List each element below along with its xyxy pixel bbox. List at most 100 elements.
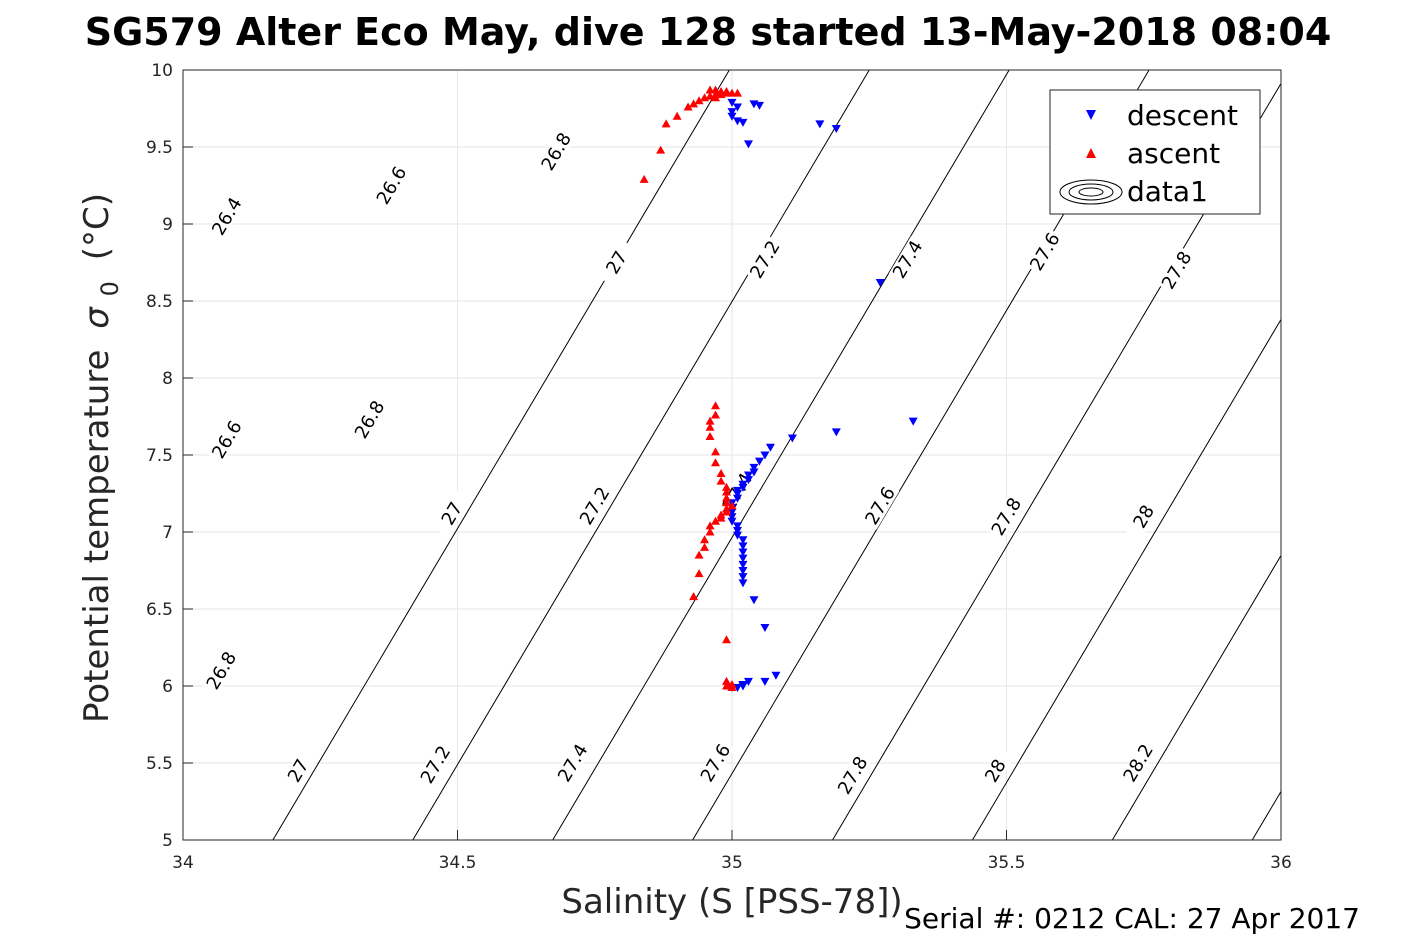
descent-point bbox=[875, 279, 885, 288]
descent-point bbox=[754, 101, 764, 110]
contour-label-background bbox=[861, 482, 900, 530]
ascent-point bbox=[722, 681, 732, 690]
y-tick-label: 9 bbox=[162, 215, 173, 235]
isopycnal-line bbox=[552, 69, 1010, 841]
svg-text:Potential temperature σ: Potential temperature σ 0 (°C) bbox=[77, 193, 127, 723]
descent-point bbox=[749, 596, 759, 605]
y-tick-label: 6 bbox=[162, 677, 173, 697]
descent-point bbox=[738, 554, 748, 563]
contour-label-background bbox=[1124, 493, 1163, 541]
axis-ticks: 34 34.5 35 35.5 36 5 5.5 6 6.5 7 7.5 8 8.5 9 9.5 10 bbox=[146, 61, 1292, 873]
y-tick-label: 8 bbox=[162, 369, 173, 389]
descent-point bbox=[760, 451, 770, 460]
ascent-point bbox=[732, 88, 742, 97]
y-axis-label-symbol: σ bbox=[77, 306, 117, 329]
contour-label-background bbox=[833, 751, 872, 799]
descent-point bbox=[743, 677, 753, 686]
contour-label-background bbox=[416, 741, 455, 789]
ascent-point bbox=[705, 432, 715, 441]
descent-point bbox=[760, 623, 770, 632]
ascent-point bbox=[722, 482, 732, 491]
data-markers bbox=[639, 85, 918, 693]
contour-label-background bbox=[202, 647, 241, 695]
descent-point bbox=[732, 531, 742, 540]
contour-label-background bbox=[597, 238, 636, 287]
x-tick-label: 35.5 bbox=[988, 853, 1026, 873]
ascent-point bbox=[722, 493, 732, 502]
ascent-point bbox=[716, 468, 726, 477]
contour-label-background bbox=[987, 493, 1026, 541]
contour-label-background bbox=[279, 747, 318, 795]
x-tick-label: 34.5 bbox=[439, 853, 477, 873]
ascent-point bbox=[722, 498, 732, 507]
x-tick-label: 36 bbox=[1270, 853, 1292, 873]
descent-point bbox=[738, 536, 748, 545]
serial-calibration-note: Serial #: 0212 CAL: 27 Apr 2017 bbox=[904, 902, 1360, 935]
contour-label-background bbox=[976, 747, 1015, 795]
descent-point bbox=[787, 434, 797, 443]
ascent-point bbox=[639, 174, 649, 183]
descent-point bbox=[765, 443, 775, 452]
ascent-point bbox=[672, 111, 682, 120]
ascent-point bbox=[716, 90, 726, 99]
ascent-point bbox=[716, 476, 726, 485]
contour-label-background bbox=[696, 739, 735, 787]
legend-descent-marker bbox=[1086, 110, 1096, 120]
descent-point bbox=[732, 526, 742, 535]
ascent-point bbox=[689, 592, 699, 601]
descent-point bbox=[771, 671, 781, 680]
legend: descent ascent data1 bbox=[1049, 89, 1261, 215]
ascent-point bbox=[661, 119, 671, 128]
contour-label-background bbox=[1119, 739, 1158, 787]
descent-point bbox=[727, 517, 737, 526]
ascent-point bbox=[683, 102, 693, 111]
y-tick-label: 7 bbox=[162, 523, 173, 543]
legend-ascent-label: ascent bbox=[1127, 137, 1220, 170]
contour-label-background bbox=[207, 416, 246, 464]
descent-point bbox=[831, 428, 841, 437]
chart-title: SG579 Alter Eco May, dive 128 started 13… bbox=[85, 10, 1332, 54]
descent-point bbox=[727, 108, 737, 117]
ascent-point bbox=[722, 507, 732, 516]
contour-label-background bbox=[553, 739, 592, 787]
legend-ascent-marker bbox=[1086, 148, 1096, 158]
contour-label-background bbox=[372, 161, 411, 210]
descent-point bbox=[732, 522, 742, 531]
contour-label-background bbox=[433, 490, 471, 538]
descent-point bbox=[749, 468, 759, 477]
contour-label-background bbox=[888, 235, 927, 283]
legend-data1-contour-icon bbox=[1059, 179, 1123, 205]
contour-label-background bbox=[575, 482, 614, 530]
contour-label-background bbox=[1157, 246, 1196, 294]
ascent-point bbox=[711, 85, 721, 94]
contour-label-background bbox=[350, 396, 389, 444]
ascent-point bbox=[711, 93, 721, 102]
contour-label-background bbox=[1025, 228, 1064, 276]
descent-point bbox=[815, 120, 825, 129]
contour-label-background bbox=[207, 192, 246, 240]
isopycnal-line bbox=[1251, 791, 1282, 841]
ascent-point bbox=[711, 410, 721, 419]
descent-point bbox=[732, 494, 742, 503]
y-axis-label-unit: (°C) bbox=[77, 193, 117, 260]
descent-point bbox=[743, 140, 753, 149]
descent-point bbox=[738, 118, 748, 127]
y-tick-label: 10 bbox=[151, 61, 173, 81]
contour-label-background bbox=[745, 235, 784, 283]
descent-point bbox=[727, 112, 737, 121]
y-tick-label: 5.5 bbox=[146, 754, 173, 774]
ascent-point bbox=[716, 513, 726, 522]
ascent-point bbox=[722, 487, 732, 496]
ascent-point bbox=[711, 458, 721, 467]
descent-point bbox=[908, 417, 918, 426]
isopycnal-line bbox=[1111, 555, 1282, 841]
grid-lines bbox=[182, 69, 1282, 841]
ascent-point bbox=[694, 550, 704, 559]
descent-point bbox=[738, 567, 748, 575]
y-tick-label: 6.5 bbox=[146, 600, 173, 620]
y-tick-label: 8.5 bbox=[146, 292, 173, 312]
descent-point bbox=[727, 98, 737, 107]
descent-point bbox=[738, 483, 748, 492]
ascent-point bbox=[711, 401, 721, 410]
